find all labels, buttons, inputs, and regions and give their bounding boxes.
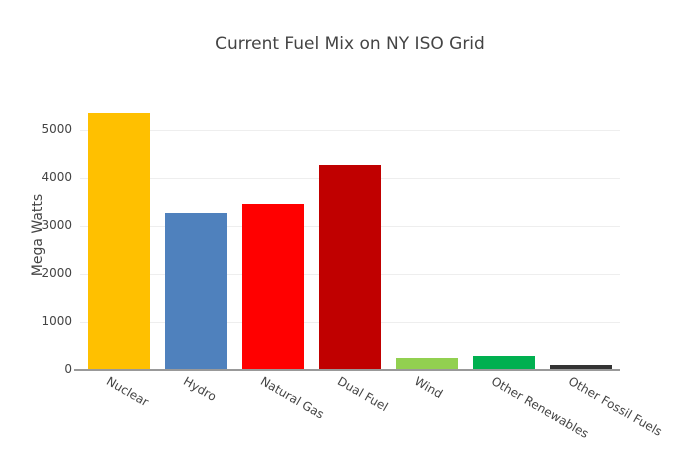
x-tick-label: Wind xyxy=(412,374,446,402)
bar-wind[interactable] xyxy=(396,358,459,370)
gridline xyxy=(80,130,620,131)
x-tick-label: Dual Fuel xyxy=(335,374,391,415)
y-tick-label: 2000 xyxy=(41,266,72,280)
x-axis-line xyxy=(80,369,620,371)
x-tick-label: Nuclear xyxy=(103,374,151,410)
y-tick-label: 4000 xyxy=(41,170,72,184)
bar-hydro[interactable] xyxy=(164,213,227,370)
y-tick-label: 1000 xyxy=(41,314,72,328)
bar-other-renewables[interactable] xyxy=(473,356,536,370)
bar-natural-gas[interactable] xyxy=(241,203,304,370)
bar-dual-fuel[interactable] xyxy=(319,165,381,370)
chart-title: Current Fuel Mix on NY ISO Grid xyxy=(215,34,485,54)
bar-nuclear[interactable] xyxy=(87,112,150,370)
plot-area xyxy=(80,82,620,370)
y-zero-tick xyxy=(74,369,80,371)
y-tick-label: 5000 xyxy=(41,122,72,136)
x-tick-label: Hydro xyxy=(180,374,219,405)
x-tick-label: Natural Gas xyxy=(257,374,327,422)
bar-other-fossil-fuels[interactable] xyxy=(550,365,613,370)
y-tick-label: 3000 xyxy=(41,218,72,232)
y-tick-label: 0 xyxy=(64,362,72,376)
y-axis-label: Mega Watts xyxy=(30,193,46,277)
